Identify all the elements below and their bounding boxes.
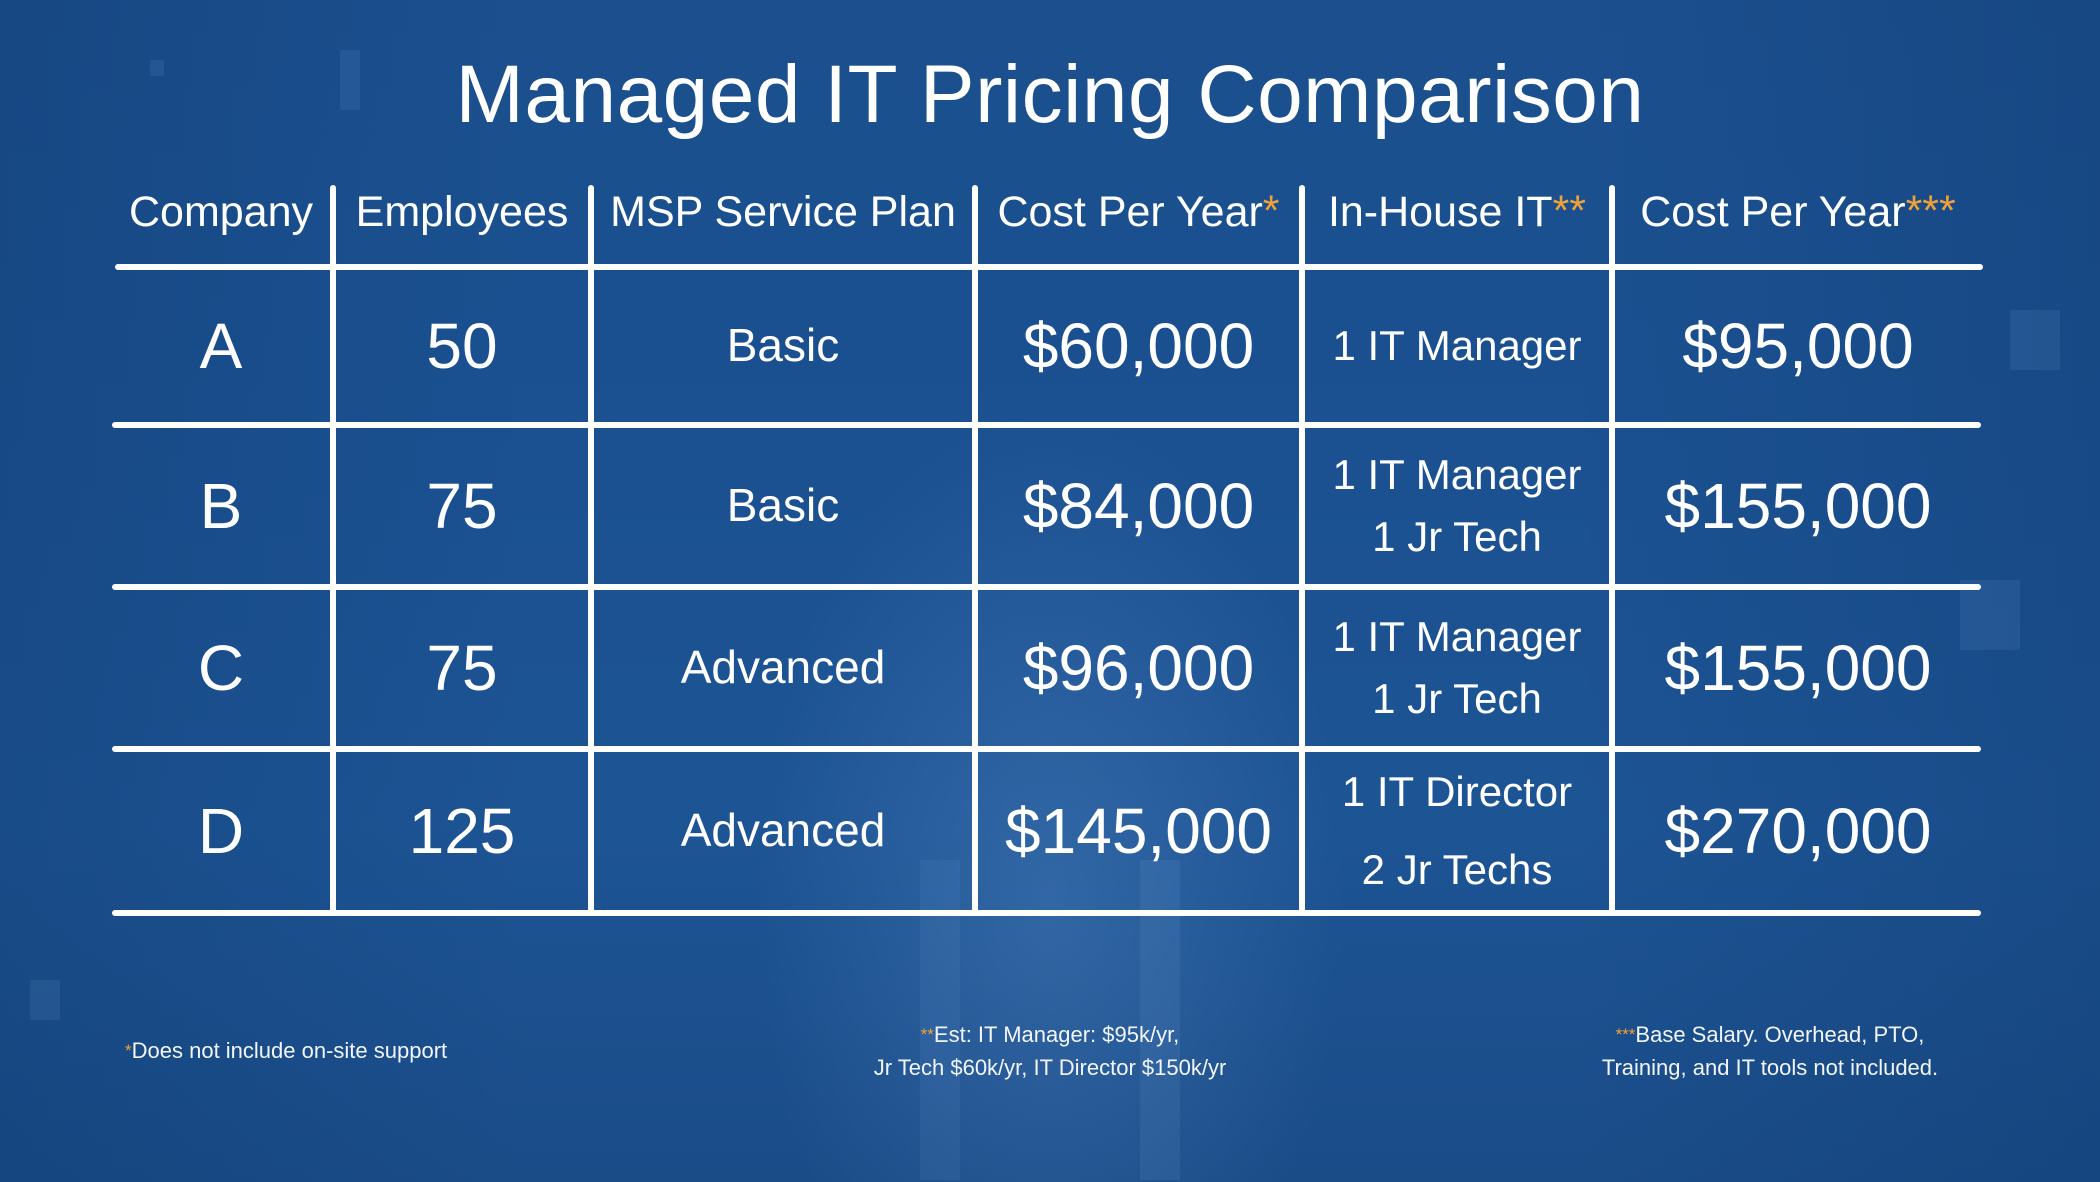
cell-inhouse-cost: $270,000 [1664,794,1932,867]
column-divider [588,185,594,916]
row-divider [112,422,1981,428]
column-header-msp-plan: MSP Service Plan [610,188,956,237]
column-header-employees: Employees [355,188,569,237]
cell-msp-plan: Advanced [680,804,886,857]
column-divider [1609,185,1615,916]
column-divider [330,185,336,916]
cell-employees: 125 [408,794,516,867]
column-divider [1299,185,1305,916]
cell-inhouse-cost: $95,000 [1682,309,1914,382]
cell-msp-cost: $60,000 [1022,309,1255,382]
row-divider [115,264,1983,270]
footnote-inhouse-it: **Est: IT Manager: $95k/yr, Jr Tech $60k… [873,1022,1227,1080]
cell-msp-cost: $84,000 [1022,469,1255,542]
cell-inhouse-cost: $155,000 [1664,469,1932,542]
footnote-marker: ** [1552,187,1587,235]
background-decoration [30,980,60,1020]
column-header-company: Company [128,188,314,237]
cell-msp-plan: Basic [726,319,840,372]
background-decoration [2010,310,2060,370]
footnote-inhouse-cost: ***Base Salary. Overhead, PTO, Training,… [1601,1022,1939,1080]
cell-company: B [199,469,243,542]
row-divider [112,910,1981,916]
cell-company: D [197,794,245,867]
background-decoration [150,60,164,76]
column-header-msp-cost: Cost Per Year * [997,187,1280,237]
background-decoration [1960,580,2020,650]
column-divider [972,185,978,916]
footnote-marker: * [1262,187,1280,235]
column-header-inhouse-it: In-House IT ** [1327,187,1587,237]
cell-company: A [199,309,243,382]
column-header-inhouse-cost: Cost Per Year *** [1640,187,1956,237]
cell-inhouse-it: 1 IT Manager 1 Jr Tech [1332,613,1582,722]
footnote-marker: *** [1905,187,1956,235]
page-title: Managed IT Pricing Comparison [455,49,1645,140]
row-divider [112,746,1981,752]
cell-employees: 75 [426,631,498,704]
cell-inhouse-cost: $155,000 [1664,631,1932,704]
footnote-msp-cost: *Does not include on-site support [125,1038,448,1063]
cell-inhouse-it: 1 IT Director 2 Jr Techs [1341,768,1573,893]
cell-employees: 75 [426,469,498,542]
cell-msp-plan: Advanced [680,641,886,694]
cell-company: C [197,631,245,704]
cell-inhouse-it: 1 IT Manager 1 Jr Tech [1332,451,1582,560]
background-decoration [340,50,360,110]
row-divider [112,584,1981,590]
cell-msp-cost: $145,000 [1005,794,1272,867]
cell-inhouse-it: 1 IT Manager [1332,322,1582,369]
cell-msp-plan: Basic [726,479,840,532]
cell-msp-cost: $96,000 [1022,631,1255,704]
cell-employees: 50 [426,309,498,382]
